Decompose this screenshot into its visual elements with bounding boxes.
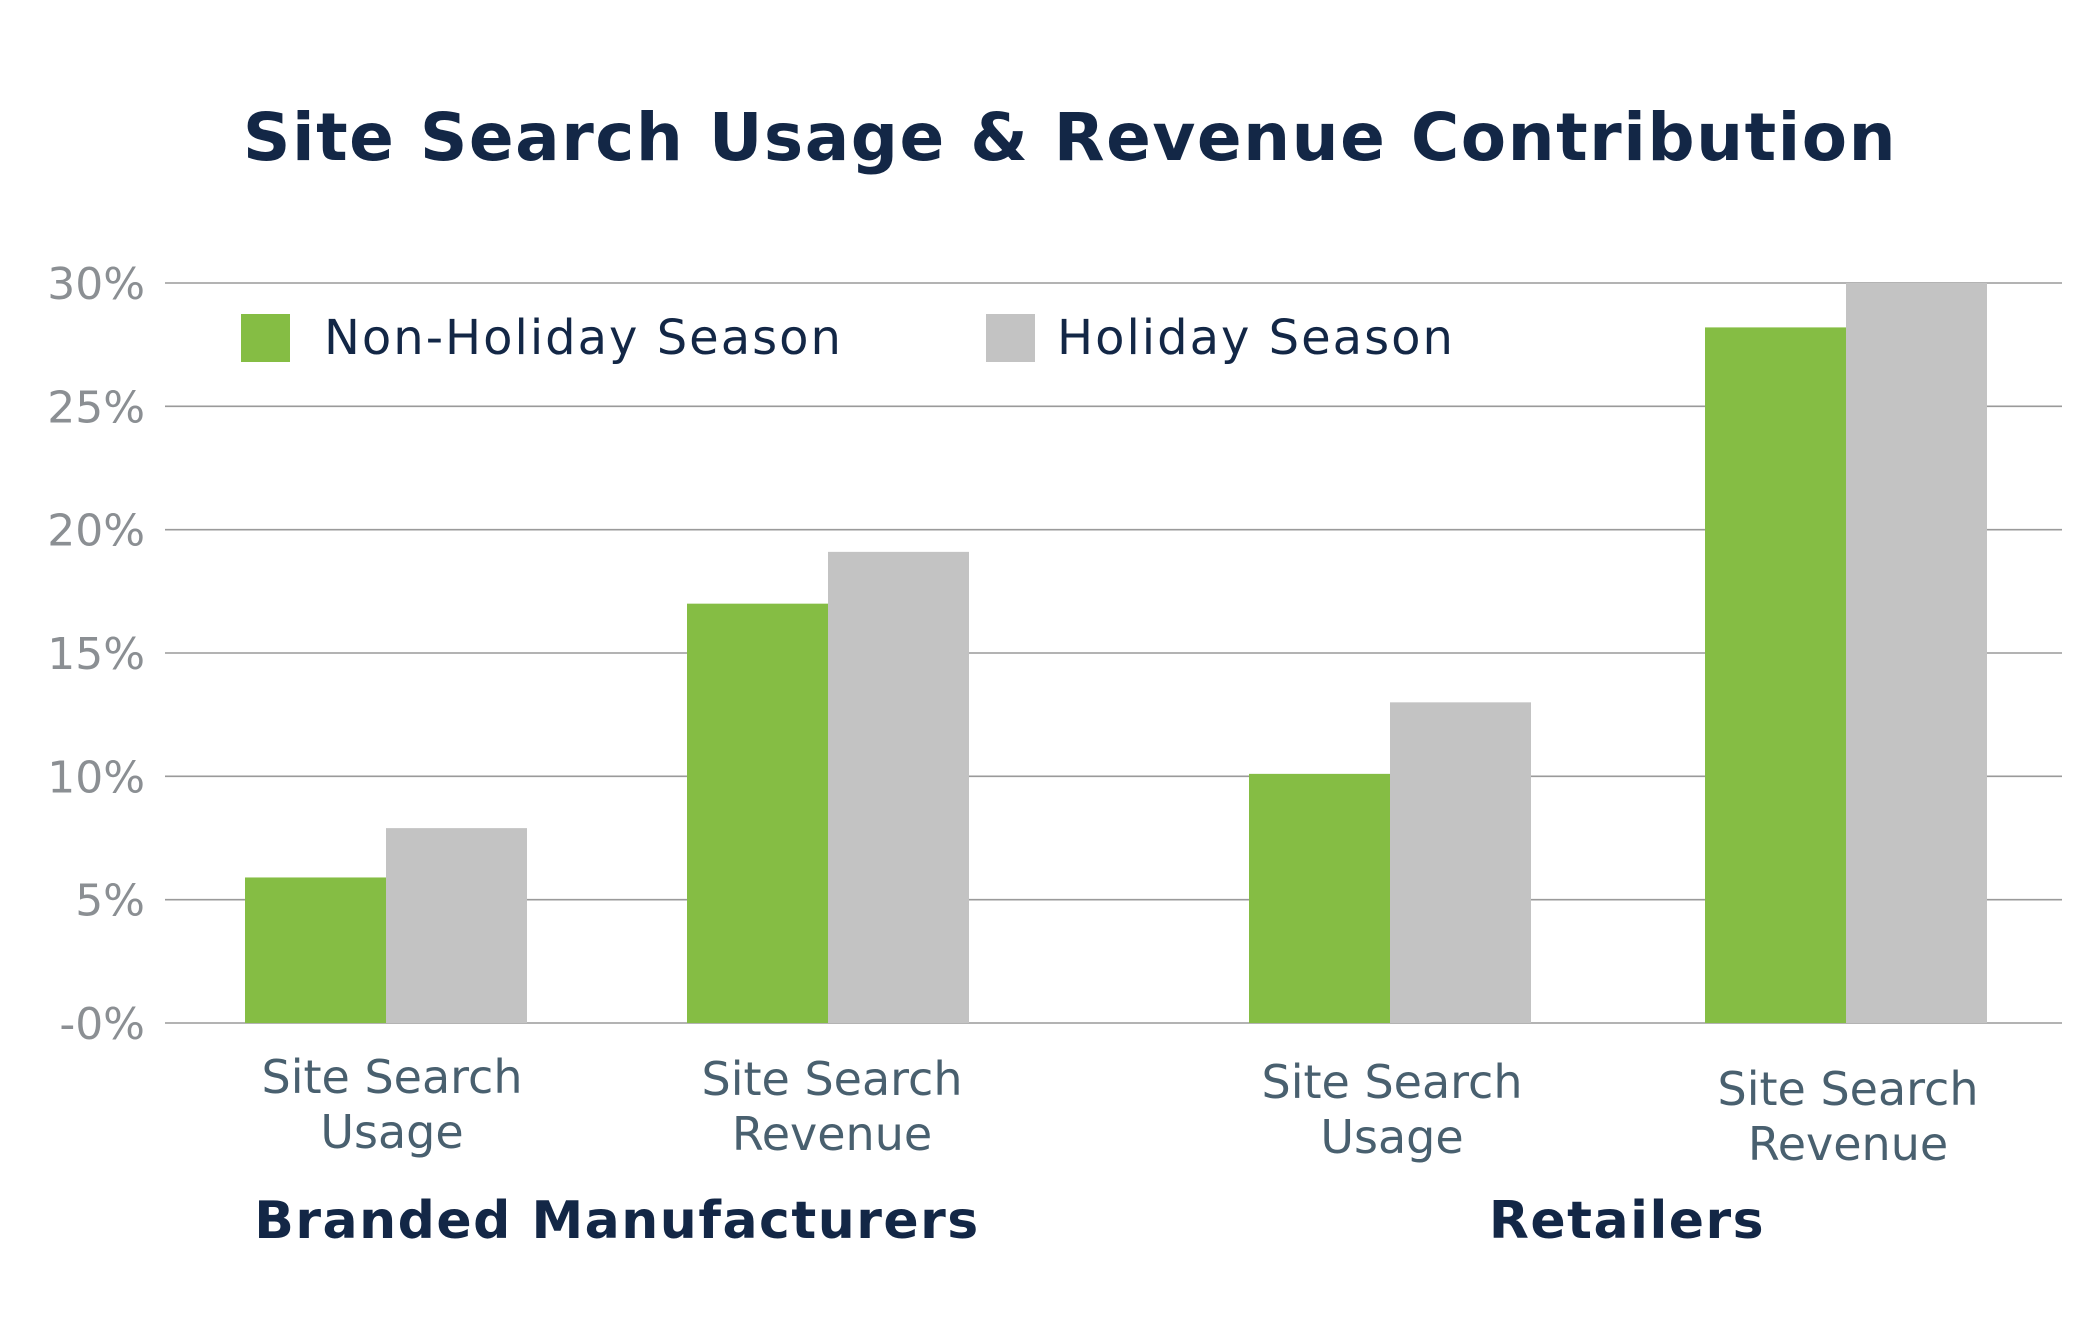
bar-layer bbox=[245, 283, 1987, 1023]
y-tick-label: 5% bbox=[75, 876, 145, 927]
x-tick-label: Site Search bbox=[1718, 1062, 1979, 1116]
bar-holiday bbox=[1390, 702, 1531, 1023]
bar-non-holiday bbox=[245, 877, 386, 1023]
legend-label: Non-Holiday Season bbox=[324, 310, 843, 366]
y-tick-label: -0% bbox=[59, 999, 145, 1050]
y-tick-label: 15% bbox=[47, 629, 145, 680]
group-label: Retailers bbox=[1489, 1191, 1765, 1251]
y-tick-label: 25% bbox=[47, 382, 145, 433]
y-tick-label: 10% bbox=[47, 752, 145, 803]
bar-holiday bbox=[386, 828, 527, 1023]
y-tick-label: 20% bbox=[47, 506, 145, 557]
bar-non-holiday bbox=[1705, 327, 1846, 1023]
legend-label: Holiday Season bbox=[1057, 310, 1455, 366]
bar-holiday bbox=[828, 551, 969, 1023]
bar-non-holiday bbox=[1249, 773, 1390, 1023]
grid-layer: -0% 5% 10% 15% 20% 25% 30% bbox=[47, 259, 2062, 1050]
x-tick-label: Revenue bbox=[732, 1107, 932, 1161]
bar-holiday bbox=[1846, 283, 1987, 1023]
bar-non-holiday bbox=[687, 603, 828, 1023]
legend-swatch bbox=[986, 314, 1035, 362]
group-label: Branded Manufacturers bbox=[254, 1191, 980, 1251]
chart-title: Site Search Usage & Revenue Contribution bbox=[243, 99, 1897, 176]
x-tick-label: Site Search bbox=[702, 1052, 963, 1106]
x-tick-label: Usage bbox=[1320, 1110, 1463, 1164]
x-tick-label: Usage bbox=[320, 1105, 463, 1159]
x-tick-label: Site Search bbox=[1262, 1055, 1523, 1109]
legend: Non-Holiday Season Holiday Season bbox=[241, 310, 1455, 366]
legend-swatch bbox=[241, 314, 290, 362]
x-tick-label: Site Search bbox=[262, 1050, 523, 1104]
x-tick-label: Revenue bbox=[1748, 1117, 1948, 1171]
y-tick-label: 30% bbox=[47, 259, 145, 310]
